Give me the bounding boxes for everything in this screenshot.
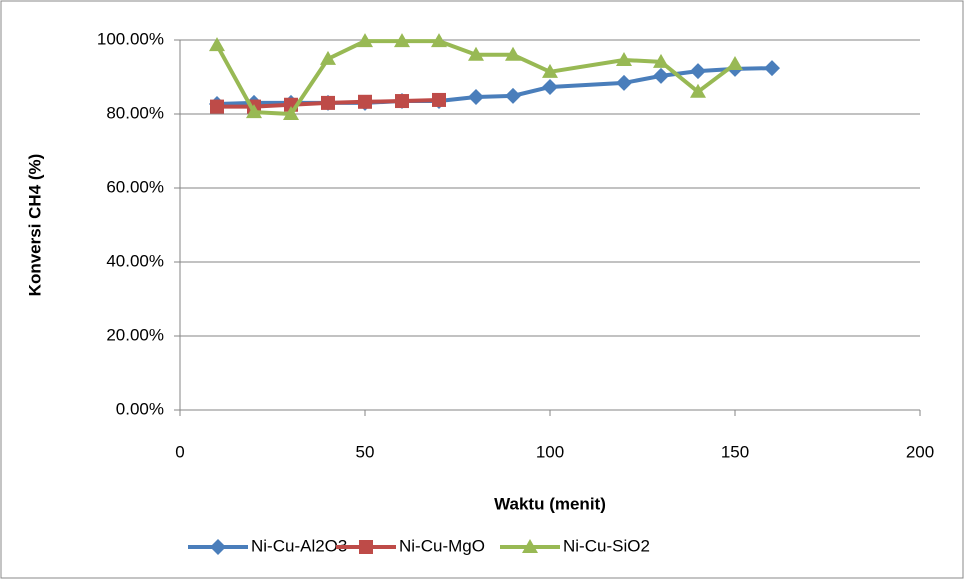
marker: [321, 96, 335, 110]
chart-border: [1, 1, 963, 578]
y-tick-label: 60.00%: [106, 177, 164, 196]
marker: [210, 100, 224, 114]
x-tick-label: 200: [906, 442, 934, 461]
chart: Waktu (menit) Konversi CH4 (%) 0.00% 20.0…: [0, 0, 965, 580]
marker: [395, 94, 409, 108]
legend-label: Ni-Cu-SiO2: [563, 536, 650, 555]
y-tick-label: 80.00%: [106, 103, 164, 122]
y-tick-label: 0.00%: [116, 399, 164, 418]
legend-label: Ni-Cu-MgO: [399, 536, 485, 555]
x-tick-label: 0: [175, 442, 184, 461]
legend-label: Ni-Cu-Al2O3: [251, 536, 347, 555]
marker: [358, 95, 372, 109]
marker: [432, 93, 446, 107]
x-tick-label: 150: [721, 442, 749, 461]
page: {"chart_data": {"type": "line", "x_label…: [0, 0, 965, 580]
y-tick-label: 20.00%: [106, 325, 164, 344]
x-tick-label: 50: [356, 442, 375, 461]
x-axis-label: Waktu (menit): [494, 494, 606, 513]
legend-marker: [359, 540, 373, 554]
x-tick-label: 100: [536, 442, 564, 461]
y-tick-label: 100.00%: [97, 29, 164, 48]
y-axis-label: Konversi CH4 (%): [25, 154, 44, 297]
y-tick-label: 40.00%: [106, 251, 164, 270]
